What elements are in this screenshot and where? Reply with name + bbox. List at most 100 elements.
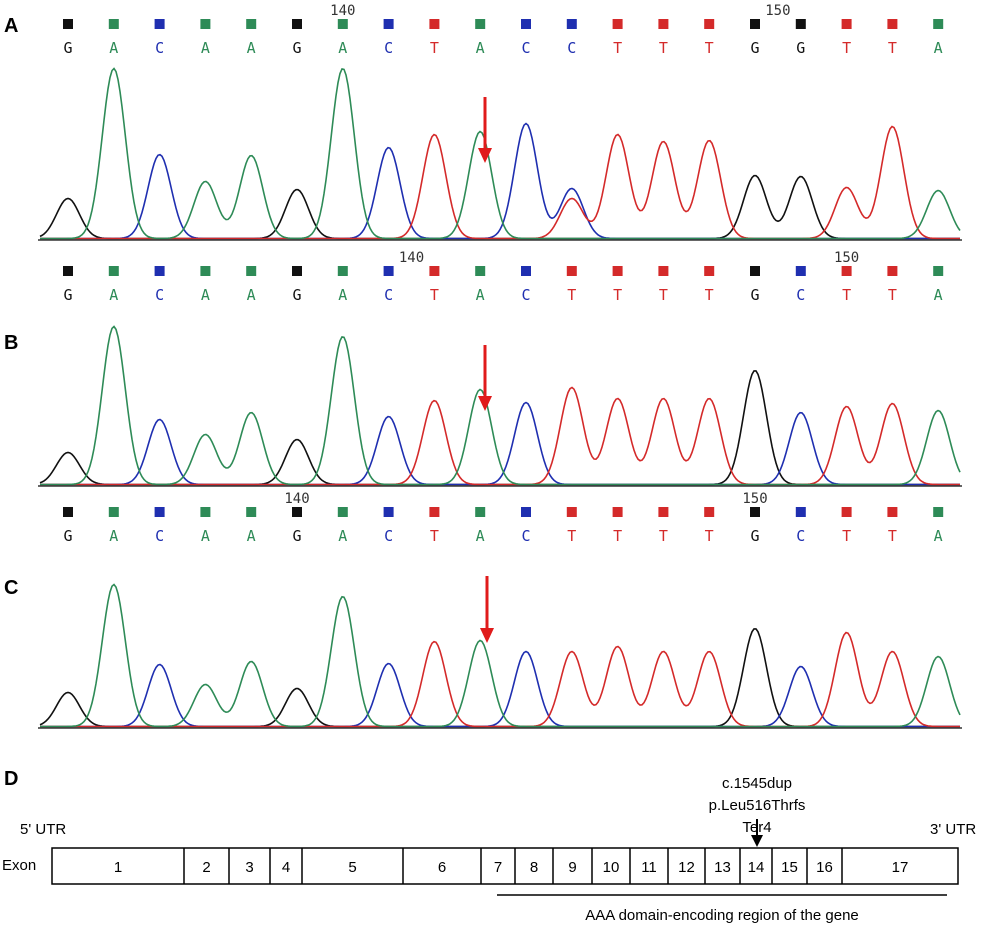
panel-b-position-label: 140 — [399, 250, 424, 266]
panel-c-base-call: T — [659, 527, 668, 545]
panel-a-base-call: A — [476, 39, 485, 57]
panel-a-quality-mark — [750, 19, 760, 29]
panel-c-base-call: T — [888, 527, 897, 545]
panel-c-quality-mark — [429, 507, 440, 517]
panel-a-quality-mark — [521, 19, 531, 29]
panel-b-quality-mark — [795, 266, 806, 276]
panel-b-letter: B — [4, 332, 18, 354]
panel-b-quality-mark — [750, 266, 760, 276]
panel-a-position-label: 150 — [765, 3, 790, 19]
panel-c-quality-mark — [292, 507, 302, 517]
panel-c-quality-mark — [200, 507, 211, 517]
panel-b-base-call: A — [201, 286, 210, 304]
panel-b-base-call: T — [705, 286, 714, 304]
panel-c-quality-mark — [154, 507, 165, 517]
exon-16: 16 — [816, 859, 833, 876]
panel-c-position-labels: 140 150 — [284, 491, 767, 507]
exon-row-label: Exon — [2, 857, 36, 874]
mutation-line-2: p.Leu516Thrfs — [709, 797, 806, 814]
panel-b-quality-mark — [841, 266, 852, 276]
panel-c: C 140 150 G A C A A G A C T A C T T T T G C T T A — [4, 491, 962, 729]
panel-a-trace-A — [40, 67, 961, 240]
panel-c-base-call: A — [338, 527, 347, 545]
panel-c-quality-mark — [612, 507, 623, 517]
panel-a-base-call: T — [430, 39, 439, 57]
panel-b-chromatogram — [39, 325, 961, 486]
panel-b-quality-mark — [154, 266, 165, 276]
exon-15: 15 — [781, 859, 798, 876]
panel-a-base-call: A — [247, 39, 256, 57]
panel-a-base-call: A — [201, 39, 210, 57]
panel-a: A 140 150 G A C A A G A C T A C C T T T G G T T A — [4, 3, 962, 241]
panel-b-base-call: C — [384, 286, 393, 304]
panel-a-quality-mark — [383, 19, 394, 29]
panel-b-quality-mark — [246, 266, 257, 276]
panel-a-quality-mark — [246, 19, 257, 29]
panel-b-quality-mark — [337, 266, 348, 276]
mutation-line-1: c.1545dup — [722, 775, 792, 792]
panel-b-base-call: T — [659, 286, 668, 304]
panel-a-quality-mark — [566, 19, 577, 29]
panel-b-arrow — [478, 345, 492, 411]
panel-b-base-call: A — [338, 286, 347, 304]
panel-c-trace-T — [40, 631, 960, 728]
panel-c-base-call: T — [567, 527, 576, 545]
panel-a-quality-mark — [292, 19, 302, 29]
panel-c-base-call: C — [155, 527, 164, 545]
panel-c-position-label: 140 — [284, 491, 309, 507]
panel-c-trace-A — [40, 583, 961, 728]
panel-b-base-call: G — [63, 286, 72, 304]
panel-c-quality-mark — [566, 507, 577, 517]
panel-a-base-call: G — [63, 39, 72, 57]
panel-c-base-call: A — [247, 527, 256, 545]
panel-c-base-call: T — [705, 527, 714, 545]
panel-b-base-call: G — [750, 286, 759, 304]
exon-10: 10 — [603, 859, 620, 876]
panel-b-quality-mark — [658, 266, 669, 276]
exon-2: 2 — [202, 859, 210, 876]
panel-a-position-label: 140 — [330, 3, 355, 19]
exon-6: 6 — [438, 859, 446, 876]
panel-c-base-call: C — [796, 527, 805, 545]
panel-b-quality-mark — [383, 266, 394, 276]
panel-b-base-call: T — [567, 286, 576, 304]
panel-b-base-call: T — [430, 286, 439, 304]
panel-c-quality-mark — [63, 507, 73, 517]
panel-c-quality-mark — [337, 507, 348, 517]
panel-a-quality-mark — [704, 19, 715, 29]
panel-a-base-call: T — [659, 39, 668, 57]
panel-b-quality-mark — [612, 266, 623, 276]
utr3-label: 3' UTR — [930, 821, 976, 838]
panel-b-base-call: T — [613, 286, 622, 304]
panel-c-quality-mark — [841, 507, 852, 517]
panel-c-quality-mark — [475, 507, 486, 517]
exon-14: 14 — [748, 859, 765, 876]
exon-8: 8 — [530, 859, 538, 876]
panel-b-quality-mark — [63, 266, 73, 276]
panel-c-base-call: G — [292, 527, 301, 545]
panel-b-base-call: G — [292, 286, 301, 304]
panel-c-quality-mark — [521, 507, 531, 517]
panel-b-quality-mark — [108, 266, 119, 276]
panel-b-base-call: C — [796, 286, 805, 304]
panel-a-base-call: A — [338, 39, 347, 57]
panel-a-quality-mark — [795, 19, 806, 29]
panel-c-base-call: A — [109, 527, 118, 545]
panel-c-base-call: G — [63, 527, 72, 545]
utr5-label: 5' UTR — [20, 821, 66, 838]
panel-a-quality-mark — [658, 19, 669, 29]
panel-b-position-label: 150 — [834, 250, 859, 266]
panel-b-quality-mark — [704, 266, 715, 276]
panel-b-quality-mark — [200, 266, 211, 276]
panel-b-quality-mark — [292, 266, 302, 276]
panel-c-trace-G — [39, 628, 960, 728]
exon-12: 12 — [678, 859, 695, 876]
panel-c-base-call: C — [521, 527, 530, 545]
panel-a-letter: A — [4, 15, 18, 37]
panel-a-quality-mark — [841, 19, 852, 29]
panel-a-trace-C — [40, 122, 960, 240]
exon-3: 3 — [245, 859, 253, 876]
panel-c-position-label: 150 — [742, 491, 767, 507]
